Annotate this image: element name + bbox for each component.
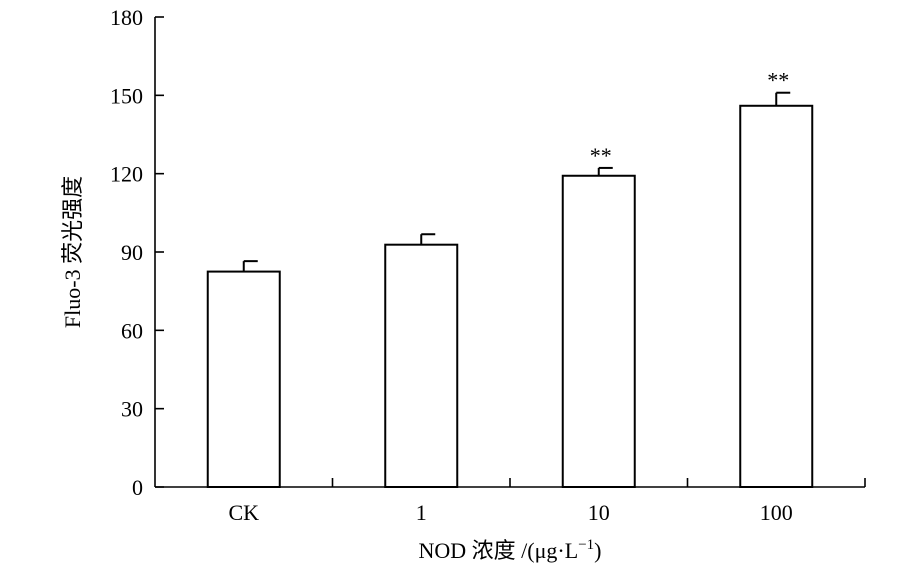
bar	[561, 174, 636, 488]
significance-label: **	[590, 143, 612, 168]
x-tick-label: 100	[760, 500, 793, 525]
y-tick-label: 120	[110, 162, 143, 187]
x-axis-title-suffix: )	[594, 538, 601, 563]
bars	[206, 91, 814, 489]
y-axis-title: Fluo-3 荧光强度	[60, 176, 85, 328]
x-tick-label: 1	[416, 500, 427, 525]
x-tick-label: CK	[228, 500, 259, 525]
bar	[739, 104, 814, 489]
x-axis-title-main: NOD 浓度 /(μg·L	[419, 538, 579, 563]
y-tick-label: 180	[110, 5, 143, 30]
y-tick-label: 150	[110, 83, 143, 108]
x-axis-title-superscript: −1	[578, 537, 594, 553]
labels: 0 30 60 90 120 150 180 CK 1 10 ** 100 **	[110, 5, 793, 525]
bar	[206, 270, 281, 489]
y-tick-label: 30	[121, 397, 143, 422]
bar	[384, 243, 459, 488]
y-tick-label: 90	[121, 240, 143, 265]
y-tick-label: 60	[121, 318, 143, 343]
y-tick-label: 0	[132, 475, 143, 500]
x-axis-title: NOD 浓度 /(μg·L−1)	[419, 537, 602, 563]
significance-label: **	[767, 68, 789, 93]
x-tick-label: 10	[588, 500, 610, 525]
